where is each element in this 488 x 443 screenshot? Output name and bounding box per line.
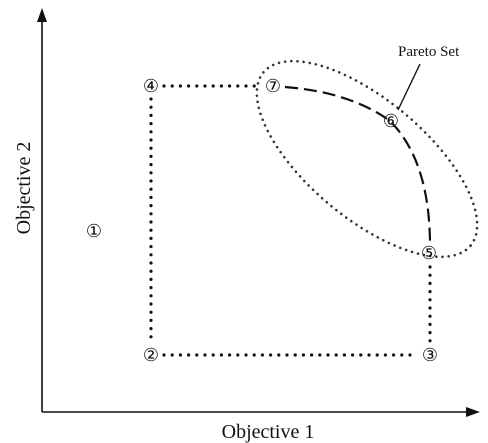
point-marker-1: ① [86, 221, 102, 241]
point-marker-3: ③ [422, 345, 438, 365]
y-axis-label: Objective 2 [13, 142, 35, 235]
point-marker-7: ⑦ [265, 76, 281, 96]
point-markers: ① ② ③ ④ ⑤ ⑥ ⑦ [86, 76, 438, 365]
y-axis-arrow-icon [37, 8, 47, 22]
point-3-label: ③ [422, 345, 438, 365]
pareto-front-curve [284, 85, 432, 243]
point-2-label: ② [143, 345, 159, 365]
pareto-label-leader [397, 63, 421, 111]
point-marker-2: ② [143, 345, 159, 365]
pareto-set-label: Pareto Set [398, 44, 460, 60]
point-1-label: ① [86, 221, 102, 241]
point-7-label: ⑦ [265, 76, 281, 96]
x-axis-label: Objective 1 [222, 421, 315, 443]
point-marker-5: ⑤ [421, 243, 437, 263]
point-4-label: ④ [143, 76, 159, 96]
axes [37, 8, 480, 417]
dotted-connectors [149, 84, 432, 357]
point-marker-4: ④ [143, 76, 159, 96]
x-axis-arrow-icon [466, 407, 480, 417]
point-5-label: ⑤ [421, 243, 437, 263]
pareto-set-region [255, 59, 479, 259]
point-6-label: ⑥ [383, 111, 399, 131]
point-marker-6: ⑥ [383, 111, 399, 131]
